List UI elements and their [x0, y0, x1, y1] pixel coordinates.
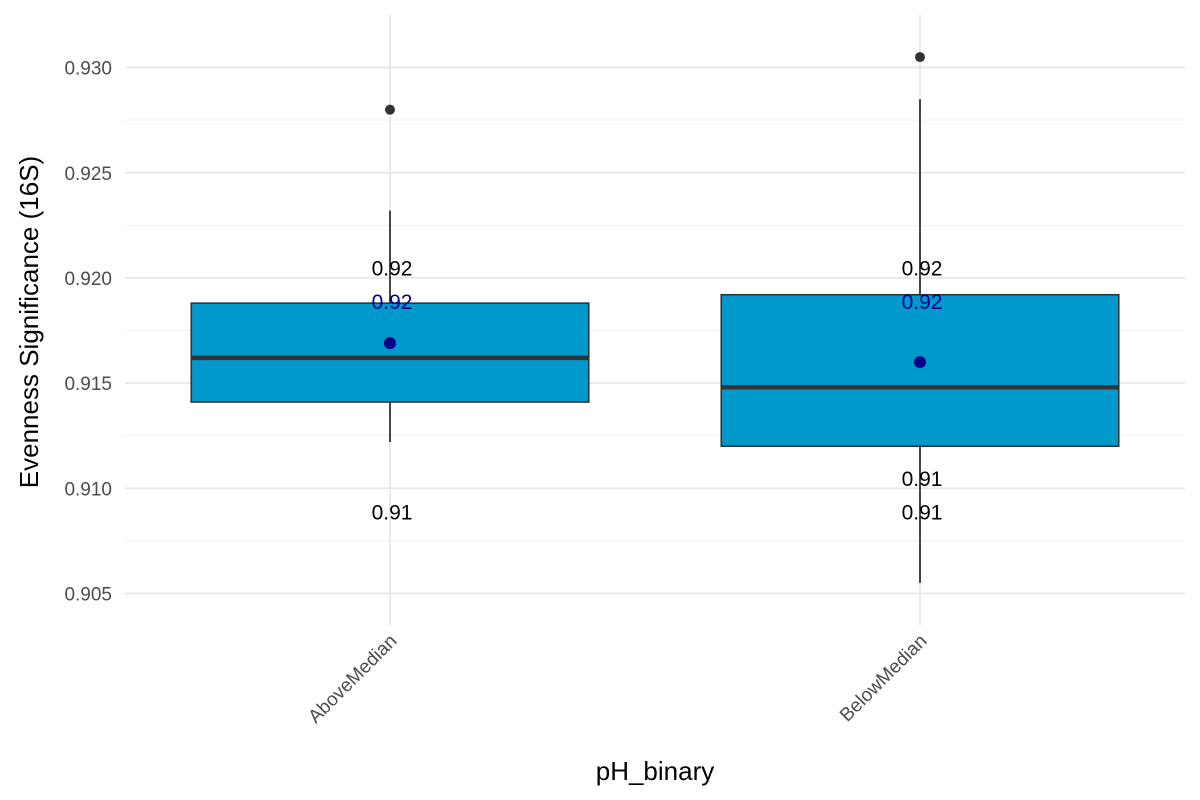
y-tick-label: 0.915 — [64, 374, 112, 395]
y-tick-label: 0.920 — [64, 269, 112, 290]
y-tick-label: 0.925 — [64, 164, 112, 185]
y-tick-label: 0.905 — [64, 584, 112, 605]
y-tick-label: 0.930 — [64, 59, 112, 80]
box — [720, 293, 1120, 448]
value-label: 0.91 — [902, 501, 943, 524]
y-tick-labels: 0.905 0.910 0.915 0.920 0.925 0.930 — [64, 59, 112, 606]
value-label: 0.91 — [372, 501, 413, 524]
outlier-point — [915, 52, 925, 63]
value-label: 0.91 — [902, 468, 943, 491]
mean-point — [914, 356, 926, 369]
value-label: 0.92 — [902, 291, 943, 314]
mean-point — [384, 337, 396, 350]
value-label: 0.92 — [372, 257, 413, 280]
x-axis-title: pH_binary — [596, 756, 715, 786]
value-label: 0.92 — [902, 257, 943, 280]
x-tick-labels: AboveMedian BelowMedian — [305, 631, 932, 728]
y-tick-label: 0.910 — [64, 479, 112, 500]
annotations: 0.92 0.92 0.91 0.92 0.92 0.91 0.91 — [372, 257, 943, 524]
y-axis-title: Evenness Significance (16S) — [14, 156, 44, 488]
x-tick-label: BelowMedian — [836, 631, 932, 727]
value-label: 0.92 — [372, 291, 413, 314]
outlier-point — [385, 104, 395, 115]
boxes — [190, 52, 1120, 583]
box — [190, 302, 590, 403]
x-tick-label: AboveMedian — [305, 631, 402, 728]
